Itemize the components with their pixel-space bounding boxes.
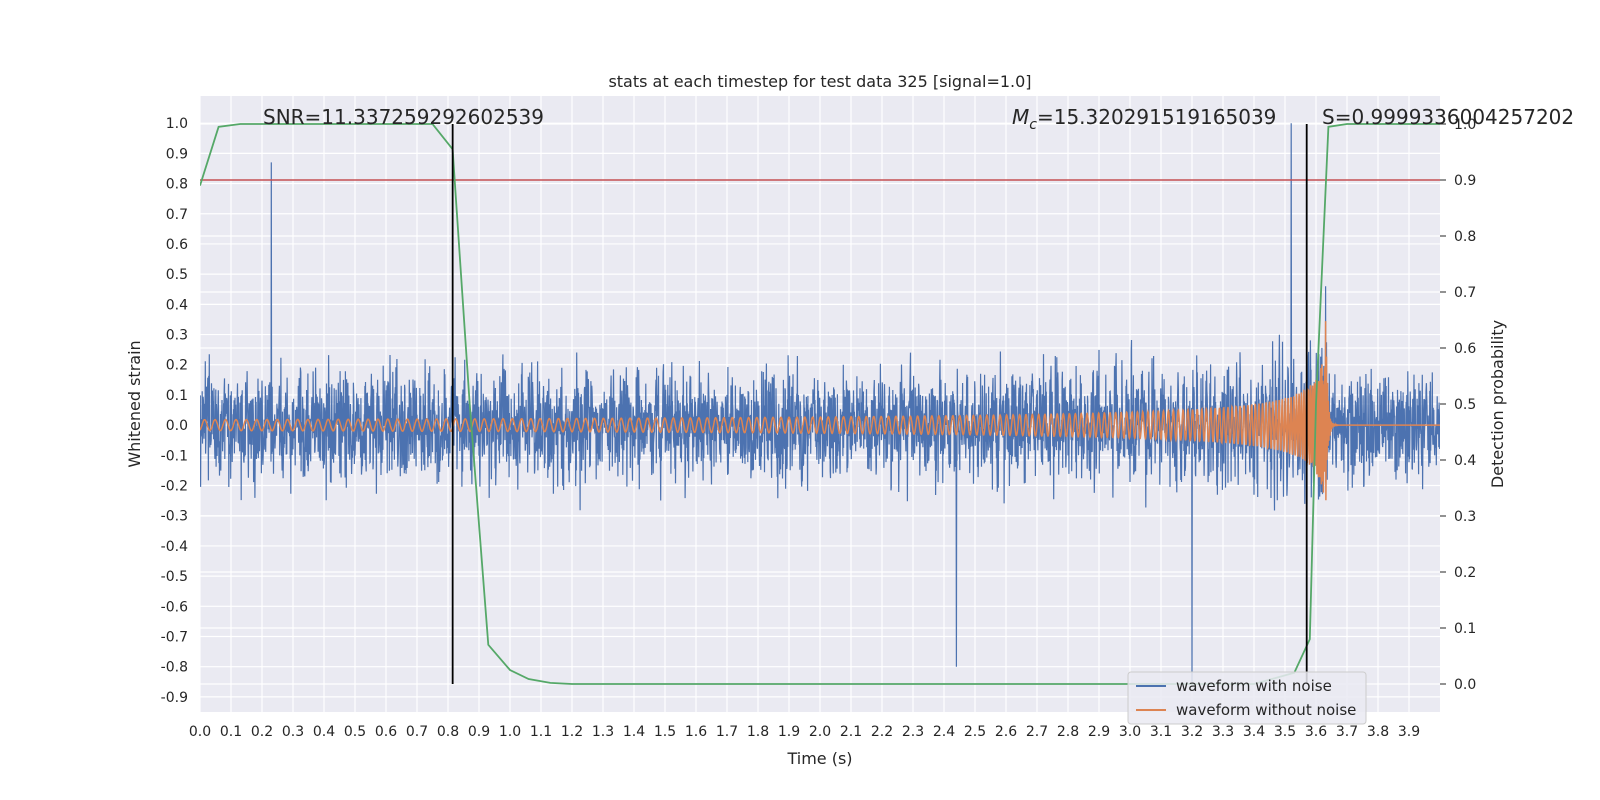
x-tick-label: 1.1 xyxy=(530,724,552,740)
y-tick-label: -0.2 xyxy=(161,479,188,495)
x-tick-label: 1.0 xyxy=(499,724,521,740)
x-tick-label: 2.6 xyxy=(995,724,1017,740)
x-tick-label: 3.8 xyxy=(1367,724,1389,740)
y-tick-label: 0.1 xyxy=(166,388,188,404)
x-tick-label: 3.3 xyxy=(1212,724,1234,740)
right-tick-label: 0.3 xyxy=(1454,509,1476,525)
y-axis-ticks: 1.0 0.9 0.8 0.7 0.6 0.5 0.4 0.3 0.2 0.1 0.0 -0.1 -0.… xyxy=(161,116,188,706)
right-tick-label: 0.1 xyxy=(1454,621,1476,637)
x-tick-label: 2.0 xyxy=(809,724,831,740)
legend-label-waveform-with-noise: waveform with noise xyxy=(1176,677,1332,695)
y-tick-label: -0.7 xyxy=(161,630,188,646)
x-tick-label: 1.9 xyxy=(778,724,800,740)
chirp-mass-annotation: Mc=15.320291519165039 xyxy=(1012,105,1276,133)
right-tick-label: 0.4 xyxy=(1454,453,1476,469)
y-axis-label: Whitened strain xyxy=(125,340,144,467)
right-tick-label: 0.0 xyxy=(1454,677,1476,693)
x-tick-label: 0.6 xyxy=(375,724,397,740)
x-tick-label: 0.5 xyxy=(344,724,366,740)
legend-label-waveform-without-noise: waveform without noise xyxy=(1176,701,1356,719)
x-tick-label: 3.1 xyxy=(1150,724,1172,740)
y-tick-label: 0.2 xyxy=(166,358,188,374)
x-tick-label: 3.6 xyxy=(1305,724,1327,740)
x-axis-label: Time (s) xyxy=(786,749,852,768)
x-tick-label: 2.7 xyxy=(1026,724,1048,740)
y-tick-label: 0.8 xyxy=(166,177,188,193)
x-tick-label: 2.5 xyxy=(964,724,986,740)
series-line-detection-probability xyxy=(200,123,1440,685)
y-tick-label: -0.9 xyxy=(161,690,188,706)
y-tick-label: 0.4 xyxy=(166,297,188,313)
y-tick-label: -0.1 xyxy=(161,448,188,464)
right-axis-label: Detection probability xyxy=(1488,320,1507,488)
right-tick-label: 0.5 xyxy=(1454,397,1476,413)
chart-title: stats at each timestep for test data 325… xyxy=(608,72,1031,91)
x-tick-label: 1.6 xyxy=(685,724,707,740)
x-tick-label: 3.5 xyxy=(1274,724,1296,740)
x-axis-ticks: 0.0 0.1 0.2 0.3 0.4 0.5 0.6 0.7 0.8 0.9 1.0 1.1 1.2 1… xyxy=(189,724,1420,740)
x-tick-label: 1.8 xyxy=(747,724,769,740)
x-tick-label: 1.5 xyxy=(654,724,676,740)
y-tick-label: -0.5 xyxy=(161,569,188,585)
y-tick-label: 0.5 xyxy=(166,267,188,283)
x-tick-label: 3.9 xyxy=(1398,724,1420,740)
y-tick-label: 0.7 xyxy=(166,207,188,223)
series-line-waveform-without-noise xyxy=(200,321,1440,501)
right-tick-label: 1.0 xyxy=(1454,117,1476,133)
x-tick-label: 2.4 xyxy=(933,724,955,740)
legend: waveform with noise waveform without noi… xyxy=(1127,671,1367,725)
x-tick-label: 2.3 xyxy=(902,724,924,740)
series-line-waveform-with-noise xyxy=(200,123,1440,682)
x-tick-label: 2.9 xyxy=(1088,724,1110,740)
x-tick-label: 2.1 xyxy=(840,724,862,740)
x-tick-label: 2.8 xyxy=(1057,724,1079,740)
legend-box xyxy=(1127,671,1367,725)
x-tick-label: 0.0 xyxy=(189,724,211,740)
y-tick-label: 0.0 xyxy=(166,418,188,434)
x-tick-label: 0.2 xyxy=(251,724,273,740)
y-tick-label: -0.4 xyxy=(161,539,188,555)
y-tick-label: 0.6 xyxy=(166,237,188,253)
x-tick-label: 1.3 xyxy=(592,724,614,740)
y-tick-label: -0.3 xyxy=(161,509,188,525)
right-axis-ticks: 1.0 0.9 0.8 0.7 0.6 0.5 0.4 0.3 0.2 0.1 0.0 xyxy=(1440,117,1476,693)
x-tick-label: 0.9 xyxy=(468,724,490,740)
right-tick-label: 0.2 xyxy=(1454,565,1476,581)
right-tick-label: 0.6 xyxy=(1454,341,1476,357)
x-tick-label: 0.3 xyxy=(282,724,304,740)
x-tick-label: 2.2 xyxy=(871,724,893,740)
x-tick-label: 3.7 xyxy=(1336,724,1358,740)
x-tick-label: 0.8 xyxy=(437,724,459,740)
x-tick-label: 1.4 xyxy=(623,724,645,740)
x-tick-label: 0.4 xyxy=(313,724,335,740)
y-tick-label: -0.6 xyxy=(161,599,188,615)
x-tick-label: 0.1 xyxy=(220,724,242,740)
y-tick-label: 0.9 xyxy=(166,146,188,162)
y-tick-label: 0.3 xyxy=(166,328,188,344)
x-tick-label: 1.2 xyxy=(561,724,583,740)
x-tick-label: 0.7 xyxy=(406,724,428,740)
right-tick-label: 0.9 xyxy=(1454,173,1476,189)
x-tick-label: 3.4 xyxy=(1243,724,1265,740)
x-tick-label: 3.2 xyxy=(1181,724,1203,740)
score-annotation: S=0.9999336004257202 xyxy=(1322,105,1574,129)
x-tick-label: 3.0 xyxy=(1119,724,1141,740)
x-tick-label: 1.7 xyxy=(716,724,738,740)
right-tick-label: 0.8 xyxy=(1454,229,1476,245)
snr-annotation: SNR=11.337259292602539 xyxy=(263,105,544,129)
y-tick-label: -0.8 xyxy=(161,660,188,676)
y-tick-label: 1.0 xyxy=(166,116,188,132)
right-tick-label: 0.7 xyxy=(1454,285,1476,301)
